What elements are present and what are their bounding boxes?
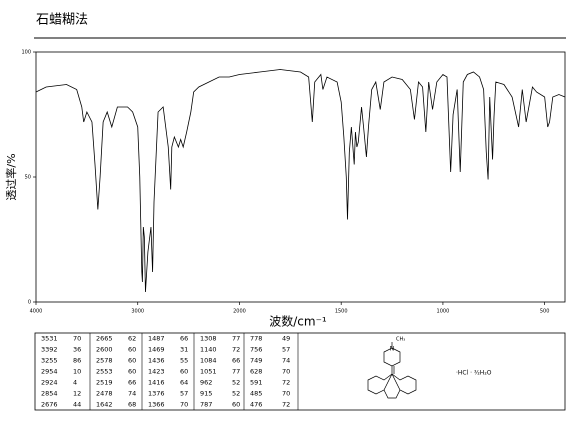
peak-wavenumber: 2600 [96,346,113,354]
table-frame [34,332,566,411]
peak-transmittance: 60 [128,368,136,376]
peak-transmittance: 36 [73,346,81,354]
x-tick-label: 2000 [233,309,246,315]
peak-wavenumber: 476 [250,401,262,409]
peak-wavenumber: 591 [250,379,262,387]
peak-wavenumber: 1436 [148,357,165,365]
peak-wavenumber: 787 [200,401,212,409]
peak-transmittance: 52 [232,390,240,398]
right-ring [391,373,417,395]
peak-transmittance: 60 [180,368,188,376]
peak-wavenumber: 1140 [200,346,217,354]
spectrum-line [35,69,566,293]
x-tick-label: 500 [540,309,550,315]
peak-wavenumber: 628 [250,368,262,376]
peak-table [34,332,566,411]
peak-transmittance: 31 [180,346,188,354]
peak-transmittance: 49 [282,335,290,343]
peak-transmittance: 70 [180,401,188,409]
peak-wavenumber: 1051 [200,368,217,376]
peak-wavenumber: 778 [250,335,262,343]
peak-transmittance: 64 [180,379,188,387]
peak-wavenumber: 1416 [148,379,165,387]
x-axis-label: 波数/cm⁻¹ [269,314,327,329]
peak-transmittance: 10 [73,368,81,376]
peak-transmittance: 57 [282,346,290,354]
peak-wavenumber: 915 [200,390,212,398]
peak-wavenumber: 485 [250,390,262,398]
peak-transmittance: 57 [180,390,188,398]
peak-transmittance: 12 [73,390,81,398]
peak-wavenumber: 1423 [148,368,165,376]
x-tick-label: 4000 [30,309,43,315]
y-tick-label: 100 [21,50,31,56]
peak-wavenumber: 749 [250,357,262,365]
peak-transmittance: 72 [232,346,240,354]
atom-label: N [390,346,395,353]
peak-transmittance: 70 [282,390,290,398]
peak-wavenumber: 2519 [96,379,113,387]
peak-wavenumber: 2676 [41,401,58,409]
peak-transmittance: 72 [282,379,290,387]
peak-wavenumber: 1308 [200,335,217,343]
y-tick-label: 50 [25,175,31,181]
peak-transmittance: 66 [128,379,136,387]
x-tick-label: 3000 [131,309,144,315]
peak-wavenumber: 1642 [96,401,113,409]
peak-wavenumber: 2854 [41,390,58,398]
peak-transmittance: 44 [73,401,81,409]
x-tick-label: 1500 [335,309,348,315]
peak-transmittance: 62 [128,335,136,343]
salt-label: ·HCl · ³⁄₂H₂O [456,370,492,377]
peak-wavenumber: 1487 [148,335,165,343]
peak-transmittance: 60 [128,357,136,365]
peak-transmittance: 52 [232,379,240,387]
peak-wavenumber: 1366 [148,401,165,409]
peak-transmittance: 4 [73,379,77,387]
chart-title: 石蜡糊法 [36,12,88,28]
peak-wavenumber: 2578 [96,357,113,365]
peak-transmittance: 55 [180,357,188,365]
peak-transmittance: 68 [128,401,136,409]
peak-wavenumber: 962 [200,379,212,387]
peak-transmittance: 74 [282,357,290,365]
peak-transmittance: 70 [282,368,290,376]
peak-wavenumber: 2553 [96,368,113,376]
peak-transmittance: 74 [128,390,136,398]
peak-transmittance: 86 [73,357,81,365]
y-tick-label: 0 [28,300,31,306]
peak-wavenumber: 756 [250,346,262,354]
peak-wavenumber: 2478 [96,390,113,398]
peak-wavenumber: 1084 [200,357,217,365]
left-ring [367,373,393,395]
peak-wavenumber: 2665 [96,335,113,343]
peak-wavenumber: 2954 [41,368,58,376]
x-tick-label: 1000 [437,309,450,315]
structure [367,342,417,399]
substituent-label: CH₃ [396,337,405,343]
peak-wavenumber: 1376 [148,390,165,398]
peak-transmittance: 60 [232,401,240,409]
peak-transmittance: 72 [282,401,290,409]
peak-wavenumber: 3255 [41,357,58,365]
peak-transmittance: 66 [232,357,240,365]
peak-wavenumber: 3531 [41,335,58,343]
peak-transmittance: 77 [232,368,240,376]
peak-wavenumber: 3392 [41,346,58,354]
plot-frame [35,51,566,303]
peak-wavenumber: 1469 [148,346,165,354]
y-axis-label: 透过率/% [4,153,18,200]
peak-transmittance: 77 [232,335,240,343]
peak-wavenumber: 2924 [41,379,58,387]
peak-transmittance: 66 [180,335,188,343]
ethene-bridge [383,389,401,399]
peak-transmittance: 60 [128,346,136,354]
peak-transmittance: 70 [73,335,81,343]
